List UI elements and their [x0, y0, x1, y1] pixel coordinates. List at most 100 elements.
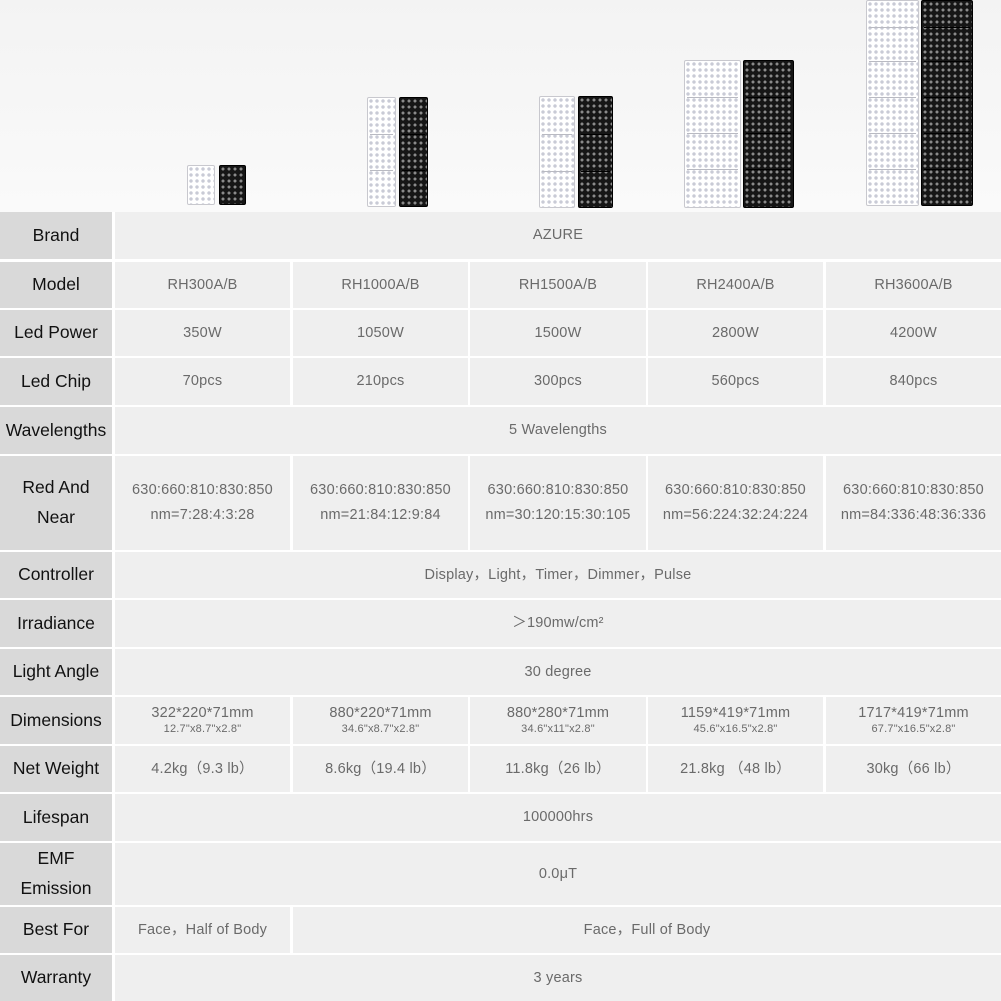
value-led-power-1: 350W	[115, 310, 290, 356]
label-red-and-near-line1: Red And	[22, 477, 90, 498]
value-net-weight-5: 30kg（66 lb）	[826, 746, 1001, 792]
label-warranty: Warranty	[0, 955, 112, 1001]
product-rh1000-black-panel	[399, 97, 428, 207]
wavelength-ratio: 630:660:810:830:850	[487, 481, 629, 498]
dimension-inch: 45.6"x16.5"x2.8"	[693, 723, 778, 736]
dimension-mm: 322*220*71mm	[151, 705, 254, 722]
wavelength-ratio: 630:660:810:830:850	[665, 481, 806, 498]
row-dimensions: Dimensions 322*220*71mm 12.7"x8.7"x2.8" …	[0, 697, 1001, 744]
label-red-and-near: Red And Near	[0, 456, 112, 550]
label-red-and-near-line2: Near	[37, 507, 75, 527]
product-rh2400-black-panel	[743, 60, 794, 208]
row-irradiance: Irradiance ＞190mw/cm²	[0, 600, 1001, 647]
label-dimensions: Dimensions	[0, 697, 112, 744]
dimension-inch: 12.7"x8.7"x2.8"	[163, 723, 242, 736]
row-emf-emission: EMF Emission 0.0μT	[0, 843, 1001, 905]
value-led-power-5: 4200W	[826, 310, 1001, 356]
value-wavelengths: 5 Wavelengths	[115, 407, 1001, 454]
value-dimensions-5: 1717*419*71mm 67.7"x16.5"x2.8"	[826, 697, 1001, 744]
row-wavelengths: Wavelengths 5 Wavelengths	[0, 407, 1001, 454]
value-dimensions-2: 880*220*71mm 34.6"x8.7"x2.8"	[293, 697, 468, 744]
value-dimensions-3: 880*280*71mm 34.6"x11"x2.8"	[470, 697, 646, 744]
dimension-mm: 880*220*71mm	[329, 705, 432, 722]
row-net-weight: Net Weight 4.2kg（9.3 lb） 8.6kg（19.4 lb） …	[0, 746, 1001, 792]
value-red-near-4: 630:660:810:830:850 nm=56:224:32:24:224	[648, 456, 823, 550]
wavelength-ratio: 630:660:810:830:850	[132, 481, 273, 498]
label-emf-line1: EMF	[37, 848, 75, 869]
row-led-chip: Led Chip 70pcs 210pcs 300pcs 560pcs 840p…	[0, 358, 1001, 405]
product-image-banner	[0, 0, 1001, 212]
label-brand: Brand	[0, 212, 112, 259]
row-led-power: Led Power 350W 1050W 1500W 2800W 4200W	[0, 310, 1001, 356]
row-brand: Brand AZURE	[0, 212, 1001, 259]
value-light-angle: 30 degree	[115, 649, 1001, 695]
dimension-inch: 34.6"x8.7"x2.8"	[341, 723, 420, 736]
chip-ratio: nm=30:120:15:30:105	[485, 507, 631, 523]
product-rh1500-black-panel	[578, 96, 613, 208]
value-net-weight-2: 8.6kg（19.4 lb）	[293, 746, 468, 792]
label-light-angle: Light Angle	[0, 649, 112, 695]
row-controller: Controller Display，Light，Timer，Dimmer，Pu…	[0, 552, 1001, 598]
value-model-1: RH300A/B	[115, 262, 290, 308]
label-emf-line2: Emission	[20, 878, 92, 898]
chip-ratio: nm=7:28:4:3:28	[150, 507, 255, 523]
wavelength-ratio: 630:660:810:830:850	[310, 481, 451, 498]
value-led-power-3: 1500W	[470, 310, 646, 356]
value-model-4: RH2400A/B	[648, 262, 823, 308]
product-rh300-white-panel	[187, 165, 215, 205]
value-model-3: RH1500A/B	[470, 262, 646, 308]
label-led-power: Led Power	[0, 310, 112, 356]
label-model: Model	[0, 262, 112, 308]
value-led-chip-2: 210pcs	[293, 358, 468, 405]
value-led-chip-1: 70pcs	[115, 358, 290, 405]
row-best-for: Best For Face，Half of Body Face，Full of …	[0, 907, 1001, 953]
dimension-mm: 1159*419*71mm	[680, 705, 791, 722]
value-lifespan: 100000hrs	[115, 794, 1001, 841]
label-emf-emission: EMF Emission	[0, 843, 112, 905]
value-warranty: 3 years	[115, 955, 1001, 1001]
wavelength-ratio: 630:660:810:830:850	[843, 481, 984, 498]
value-red-near-2: 630:660:810:830:850 nm=21:84:12:9:84	[293, 456, 468, 550]
row-lifespan: Lifespan 100000hrs	[0, 794, 1001, 841]
product-rh300-black-panel	[219, 165, 246, 205]
row-model: Model RH300A/B RH1000A/B RH1500A/B RH240…	[0, 262, 1001, 308]
value-led-chip-5: 840pcs	[826, 358, 1001, 405]
label-irradiance: Irradiance	[0, 600, 112, 647]
value-red-near-1: 630:660:810:830:850 nm=7:28:4:3:28	[115, 456, 290, 550]
label-controller: Controller	[0, 552, 112, 598]
value-model-2: RH1000A/B	[293, 262, 468, 308]
value-brand: AZURE	[115, 212, 1001, 259]
label-best-for: Best For	[0, 907, 112, 953]
chip-ratio: nm=21:84:12:9:84	[320, 507, 441, 523]
label-net-weight: Net Weight	[0, 746, 112, 792]
row-warranty: Warranty 3 years	[0, 955, 1001, 1001]
value-irradiance: ＞190mw/cm²	[115, 600, 1001, 647]
value-emf-emission: 0.0μT	[115, 843, 1001, 905]
dimension-inch: 67.7"x16.5"x2.8"	[871, 723, 956, 736]
product-rh3600-white-panel	[866, 0, 919, 206]
value-led-power-4: 2800W	[648, 310, 823, 356]
product-rh2400-white-panel	[684, 60, 741, 208]
product-rh3600-black-panel	[921, 0, 973, 206]
dimension-inch: 34.6"x11"x2.8"	[521, 723, 595, 736]
label-led-chip: Led Chip	[0, 358, 112, 405]
row-red-and-near: Red And Near 630:660:810:830:850 nm=7:28…	[0, 456, 1001, 550]
value-led-chip-3: 300pcs	[470, 358, 646, 405]
value-led-chip-4: 560pcs	[648, 358, 823, 405]
value-led-power-2: 1050W	[293, 310, 468, 356]
dimension-mm: 1717*419*71mm	[858, 705, 969, 722]
value-net-weight-4: 21.8kg （48 lb）	[648, 746, 823, 792]
product-rh1500-white-panel	[539, 96, 575, 208]
value-red-near-3: 630:660:810:830:850 nm=30:120:15:30:105	[470, 456, 646, 550]
value-model-5: RH3600A/B	[826, 262, 1001, 308]
label-lifespan: Lifespan	[0, 794, 112, 841]
value-net-weight-1: 4.2kg（9.3 lb）	[115, 746, 290, 792]
value-dimensions-1: 322*220*71mm 12.7"x8.7"x2.8"	[115, 697, 290, 744]
chip-ratio: nm=84:336:48:36:336	[840, 507, 987, 523]
value-controller: Display，Light，Timer，Dimmer，Pulse	[115, 552, 1001, 598]
value-net-weight-3: 11.8kg（26 lb）	[470, 746, 646, 792]
dimension-mm: 880*280*71mm	[506, 705, 610, 722]
value-dimensions-4: 1159*419*71mm 45.6"x16.5"x2.8"	[648, 697, 823, 744]
value-red-near-5: 630:660:810:830:850 nm=84:336:48:36:336	[826, 456, 1001, 550]
chip-ratio: nm=56:224:32:24:224	[662, 507, 809, 523]
